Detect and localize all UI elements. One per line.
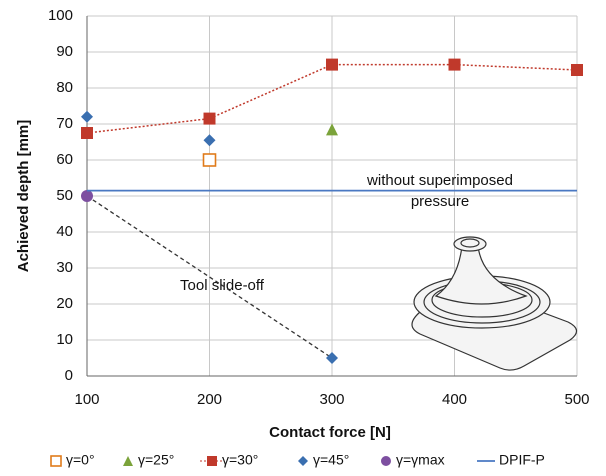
marker (448, 58, 461, 71)
marker (571, 64, 583, 76)
y-tick-label: 10 (56, 331, 73, 348)
annotation: without superimposed (366, 172, 513, 189)
x-tick-label: 200 (197, 391, 222, 408)
legend-label: DPIF-P (499, 452, 545, 468)
y-axis-title: Achieved depth [mm] (15, 120, 32, 273)
marker (203, 134, 216, 147)
y-tick-label: 40 (56, 223, 73, 240)
y-tick-label: 90 (56, 43, 73, 60)
legend-marker (123, 456, 133, 466)
legend-label: γ=25° (138, 452, 174, 468)
legend-label: γ=30° (222, 452, 258, 468)
y-tick-label: 60 (56, 151, 73, 168)
x-tick-label: 300 (319, 391, 344, 408)
marker (81, 190, 93, 202)
legend-marker (50, 455, 62, 467)
legend-label: γ=0° (66, 452, 95, 468)
y-tick-label: 50 (56, 187, 73, 204)
legend-marker (381, 456, 391, 466)
marker (326, 352, 338, 364)
y-tick-label: 70 (56, 115, 73, 132)
marker (326, 58, 338, 71)
marker (326, 123, 338, 136)
legend-label: γ=γmax (396, 452, 445, 468)
x-tick-label: 100 (74, 391, 99, 408)
x-tick-label: 400 (442, 391, 467, 408)
y-tick-label: 80 (56, 79, 73, 96)
x-tick-label: 500 (564, 391, 589, 408)
x-axis-title: Contact force [N] (269, 424, 391, 441)
marker (203, 112, 216, 125)
y-tick-label: 100 (48, 7, 73, 24)
marker (202, 153, 217, 167)
annotation: pressure (411, 193, 469, 210)
part-illustration (411, 236, 578, 371)
legend-label: γ=45° (313, 452, 349, 468)
marker (81, 127, 93, 139)
legend-marker (298, 456, 308, 466)
y-tick-label: 30 (56, 259, 73, 276)
marker (81, 110, 93, 123)
y-tick-label: 20 (56, 295, 73, 312)
y-tick-label: 0 (65, 367, 73, 384)
